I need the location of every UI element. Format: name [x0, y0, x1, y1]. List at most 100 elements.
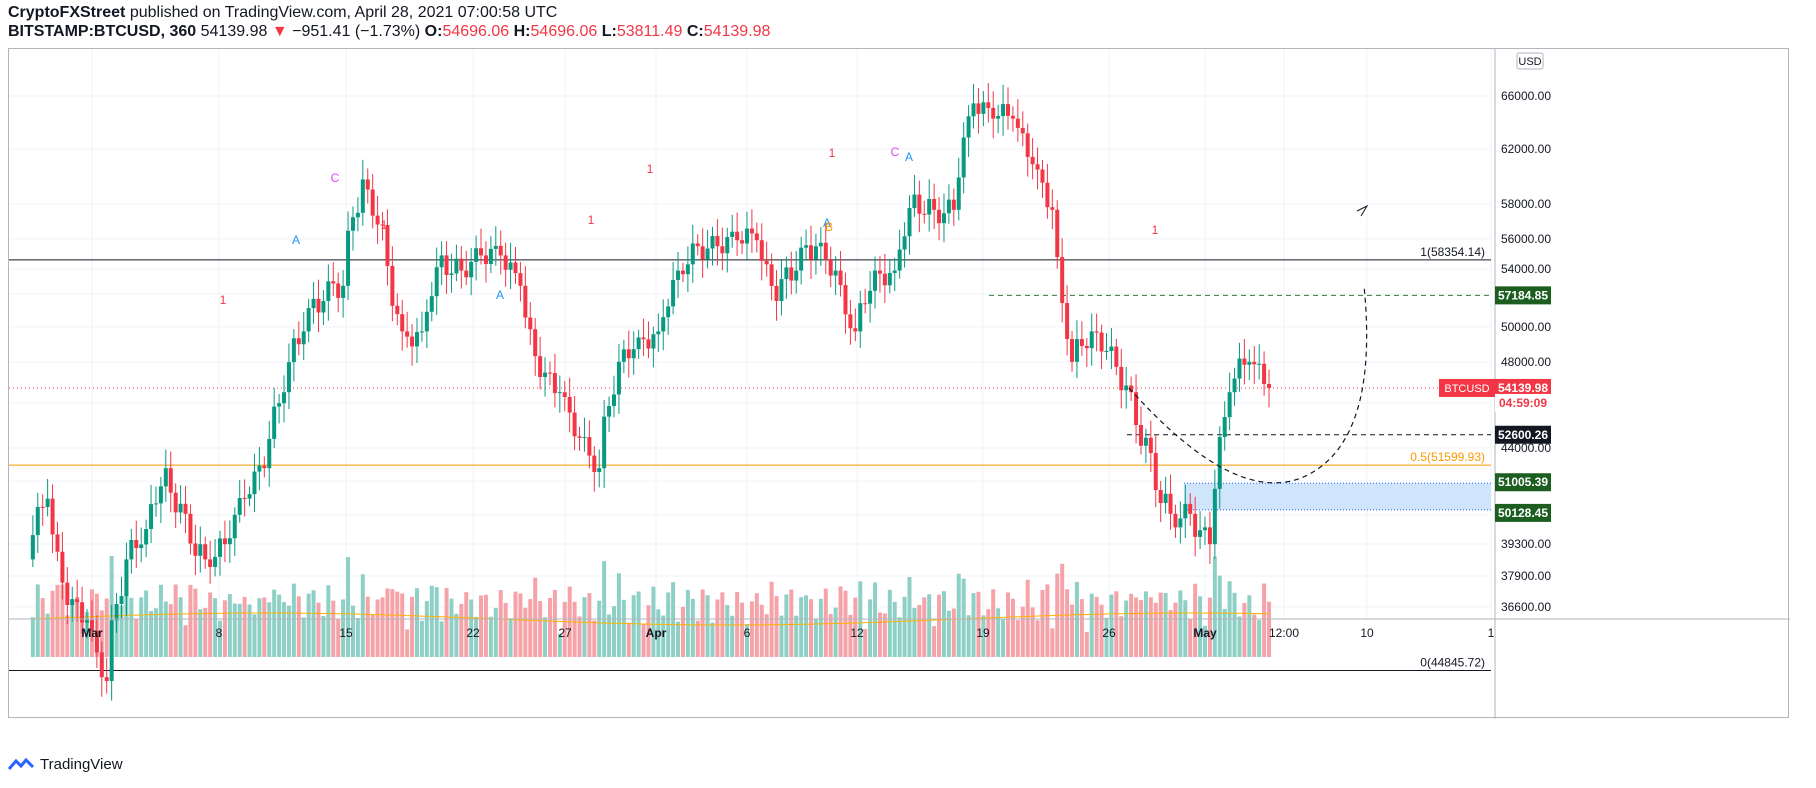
time-axis-tick: 6: [744, 626, 751, 640]
time-axis-tick: 22: [466, 626, 480, 640]
volume-bar: [1203, 625, 1207, 657]
candle-body: [282, 392, 287, 404]
candle-body: [1084, 345, 1089, 349]
candle-body: [513, 262, 518, 274]
volume-bar: [680, 606, 685, 657]
volume-bar: [941, 591, 946, 657]
candle-body: [685, 264, 690, 275]
volume-bar: [483, 594, 488, 657]
volume-bar: [405, 629, 410, 657]
price-axis-tick: 50000.00: [1501, 320, 1551, 334]
publish-line: CryptoFXStreet published on TradingView.…: [8, 4, 557, 22]
volume-bar: [552, 589, 557, 657]
candle-body: [60, 551, 65, 583]
wave-label: C: [331, 171, 340, 185]
candle-body: [1153, 453, 1158, 490]
candle-body: [873, 270, 878, 291]
candle-body: [89, 620, 94, 631]
candle-body: [483, 255, 488, 264]
candle-body: [547, 372, 552, 374]
fib-level-0-label: 0(44845.72): [1420, 655, 1485, 669]
volume-bar: [286, 605, 291, 657]
candle-body: [1129, 385, 1134, 393]
volume-bar: [804, 595, 809, 657]
volume-bar: [1262, 583, 1267, 657]
candle-body: [976, 103, 981, 114]
candle-body: [577, 436, 582, 438]
price-chart[interactable]: 1(58354.14)0.5(51599.93)0(44845.72)1AC1A…: [9, 49, 1790, 719]
candle-body: [1143, 437, 1148, 446]
volume-bar: [213, 598, 218, 657]
price-label-tag: [1495, 503, 1551, 522]
price-label-text: 52600.26: [1498, 428, 1548, 442]
candle-body: [597, 468, 602, 472]
volume-bar: [961, 578, 966, 657]
candle-body: [45, 498, 50, 508]
volume-bar: [1129, 593, 1134, 657]
candle-body: [134, 540, 139, 549]
price-label-tag: [1495, 378, 1551, 397]
volume-bar: [528, 599, 533, 657]
volume-bar: [774, 596, 779, 657]
volume-bar: [892, 601, 897, 657]
candle-body: [705, 248, 710, 260]
candle-body: [676, 270, 681, 280]
volume-bar: [488, 616, 493, 657]
candle-body: [769, 264, 774, 286]
candle-body: [764, 260, 769, 265]
candle-body: [479, 248, 484, 256]
volume-bar: [1222, 608, 1227, 657]
candle-body: [1242, 358, 1247, 365]
candle-body: [1173, 513, 1178, 528]
candle-body: [941, 213, 946, 224]
volume-bar: [1015, 620, 1020, 657]
volume-bar: [424, 601, 429, 657]
volume-bar: [533, 577, 538, 657]
time-axis-tick: 27: [558, 626, 572, 640]
volume-bar: [818, 598, 823, 657]
candle-body: [1035, 164, 1040, 170]
candle-body: [1138, 424, 1143, 446]
price-label-tag: [1495, 425, 1551, 444]
volume-bar: [789, 589, 794, 657]
candle-body: [641, 337, 646, 340]
volume-bar: [597, 600, 602, 657]
candle-body: [552, 373, 557, 394]
volume-bar: [1148, 597, 1153, 657]
time-axis-tick: Apr: [646, 626, 667, 640]
candle-body: [612, 394, 616, 407]
candle-body: [360, 179, 365, 213]
currency-badge: [1516, 52, 1544, 70]
currency-label: USD: [1518, 56, 1541, 68]
volume-bar: [1089, 593, 1094, 657]
volume-bar: [744, 623, 749, 657]
candle-body: [917, 194, 922, 214]
candle-body: [715, 235, 720, 247]
candle-body: [419, 331, 424, 333]
volume-bar: [602, 561, 607, 657]
candle-body: [104, 677, 109, 681]
volume-bar: [676, 621, 681, 657]
footer: TradingView: [8, 756, 123, 773]
wave-label: A: [292, 233, 300, 247]
volume-bar: [690, 598, 695, 657]
candle-body: [700, 246, 705, 260]
candle-body: [774, 285, 779, 301]
candle-body: [316, 298, 321, 313]
candle-body: [735, 231, 740, 241]
price-change: −951.41 (−1.73%): [292, 23, 421, 40]
candle-body: [158, 486, 163, 504]
candle-body: [877, 270, 882, 274]
volume-bar: [390, 589, 395, 657]
candle-body: [464, 270, 469, 278]
volume-bar: [917, 604, 922, 657]
volume-bar: [459, 603, 464, 657]
candle-body: [636, 337, 641, 350]
volume-bar: [887, 589, 892, 657]
volume-bar: [1257, 620, 1262, 657]
volume-bar: [927, 594, 932, 657]
price-label-text: 04:59:09: [1499, 396, 1547, 410]
volume-bar: [513, 591, 518, 657]
chart-frame[interactable]: 1(58354.14) 0.5(51599.93) 0(44845.72) 1 A C 1 A…: [8, 48, 1790, 719]
volume-bar: [242, 596, 247, 657]
